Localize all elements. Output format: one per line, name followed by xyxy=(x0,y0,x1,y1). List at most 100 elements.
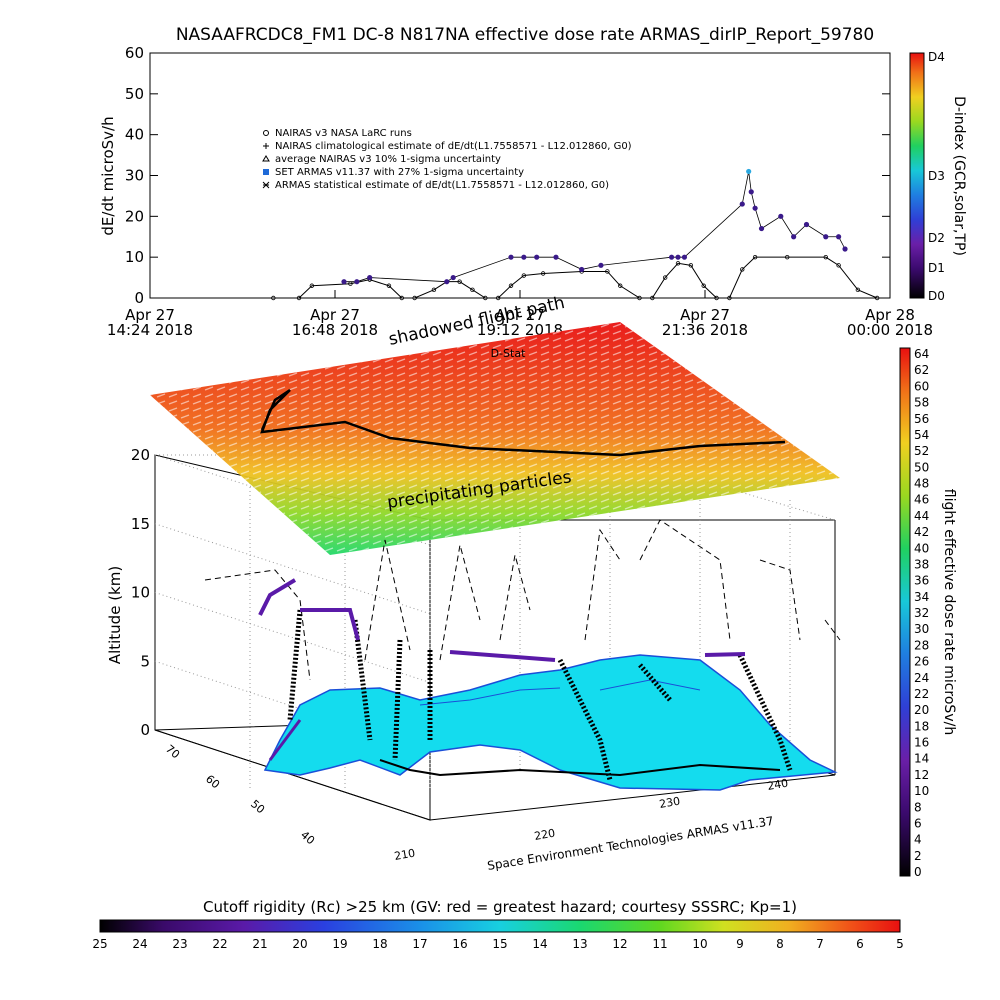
cutoff-tick-label: 15 xyxy=(492,937,507,951)
nairas-point xyxy=(605,269,610,274)
armas-point xyxy=(791,234,797,240)
y-tick-label: 30 xyxy=(125,167,144,185)
nairas-point xyxy=(874,295,880,301)
armas-point xyxy=(739,201,745,207)
dose-tick-label: 24 xyxy=(914,671,929,685)
nairas-point xyxy=(271,295,276,301)
legend-label: NAIRAS v3 NASA LaRC runs xyxy=(275,128,412,139)
map-landmass xyxy=(263,654,838,791)
x-tick-label-time: 16:48 2018 xyxy=(292,321,378,339)
nairas-point xyxy=(637,295,642,301)
x-tick-label-time: 14:24 2018 xyxy=(107,321,193,339)
armas-point xyxy=(450,274,456,281)
dose-tick-label: 6 xyxy=(914,816,922,830)
x-tick-label-date: Apr 27 xyxy=(495,306,545,324)
nairas-point xyxy=(650,295,655,301)
dose-tick-label: 60 xyxy=(914,379,929,393)
dose-tick-label: 30 xyxy=(914,622,929,636)
armas-point xyxy=(748,189,754,195)
nairas-point xyxy=(823,254,828,260)
armas-point xyxy=(367,274,373,281)
floor-x-tick-label: 60 xyxy=(203,772,222,791)
nairas-point xyxy=(740,267,745,272)
cutoff-tick-label: 16 xyxy=(452,937,467,951)
altitude-3d-plot: 0 5 10 15 20 Altitude (km) 70 60 50 40 210 220 230… xyxy=(106,293,841,873)
cutoff-tick-label: 18 xyxy=(372,937,387,951)
x-tick-label-date: Apr 28 xyxy=(865,306,915,324)
d-index-tick-label: D0 xyxy=(928,289,945,303)
dose-tick-label: 16 xyxy=(914,736,929,750)
y-tick-label: 60 xyxy=(125,44,144,62)
cutoff-tick-label: 23 xyxy=(172,937,187,951)
chart-title: NASAAFRCDC8_FM1 DC-8 N817NA effective do… xyxy=(176,25,874,45)
dose-tick-label: 44 xyxy=(914,509,929,523)
nairas-point xyxy=(508,283,514,288)
dose-colorbar-label: flight effective dose rate microSv/h xyxy=(941,489,957,735)
series-line-nairas xyxy=(273,256,878,299)
armas-point xyxy=(803,221,810,228)
armas-point xyxy=(668,254,675,260)
nairas-point xyxy=(785,254,790,260)
nairas-point xyxy=(662,275,668,280)
legend-label: average NAIRAS v3 10% 1-sigma uncertaint… xyxy=(275,154,501,165)
cutoff-tick-label: 9 xyxy=(736,937,744,951)
cutoff-tick-label: 20 xyxy=(292,937,307,951)
cutoff-colorbar-label: Cutoff rigidity (Rc) >25 km (GV: red = g… xyxy=(203,898,797,916)
cutoff-tick-label: 11 xyxy=(652,937,667,951)
nairas-point xyxy=(618,283,623,288)
dose-tick-label: 56 xyxy=(914,412,929,426)
nairas-point xyxy=(727,295,732,301)
nairas-point xyxy=(457,279,462,284)
dose-tick-label: 18 xyxy=(914,719,929,733)
altitude-axis-label: Altitude (km) xyxy=(106,566,124,664)
cutoff-tick-label: 6 xyxy=(856,937,864,951)
x-tick-label-time: 00:00 2018 xyxy=(847,321,933,339)
d-index-tick-label: D2 xyxy=(928,231,945,245)
floor-y-tick-label: 210 xyxy=(393,847,416,863)
cutoff-tick-label: 13 xyxy=(572,937,587,951)
nairas-point xyxy=(521,273,527,278)
projected-flight-track xyxy=(260,388,786,457)
dose-tick-label: 62 xyxy=(914,363,929,377)
y-tick-label: 40 xyxy=(125,126,144,144)
nairas-point xyxy=(386,283,392,288)
armas-point xyxy=(521,254,527,260)
cutoff-tick-label: 12 xyxy=(612,937,627,951)
cutoff-tick-label: 24 xyxy=(132,937,147,951)
dose-tick-label: 28 xyxy=(914,638,929,652)
x-tick-label-date: Apr 27 xyxy=(680,306,730,324)
cutoff-tick-label: 21 xyxy=(252,937,267,951)
cutoff-tick-label: 22 xyxy=(212,937,227,951)
y-tick-label: 10 xyxy=(125,248,144,266)
nairas-point xyxy=(483,295,488,301)
armas-point xyxy=(534,254,540,260)
legend-label: ARMAS statistical estimate of dE/dt(L1.7… xyxy=(275,180,609,191)
armas-point xyxy=(341,279,347,285)
y-tick-label: 50 xyxy=(125,85,144,103)
dose-tick-label: 8 xyxy=(914,800,922,814)
dose-tick-label: 10 xyxy=(914,784,929,798)
dose-tick-label: 54 xyxy=(914,428,929,442)
nairas-point xyxy=(688,263,694,268)
altitude-tick-label: 0 xyxy=(140,721,150,739)
armas-point xyxy=(508,254,514,260)
dose-tick-label: 32 xyxy=(914,606,929,620)
armas-point xyxy=(842,246,848,252)
dose-tick-label: 48 xyxy=(914,477,929,491)
nairas-point xyxy=(470,287,475,293)
dose-tick-label: 38 xyxy=(914,557,929,571)
credit-label: Space Environment Technologies ARMAS v11… xyxy=(486,814,774,873)
altitude-tick-label: 5 xyxy=(140,652,150,670)
floor-x-tick-label: 50 xyxy=(248,797,267,816)
cutoff-colorbar-gradient xyxy=(99,919,901,933)
dose-tick-label: 12 xyxy=(914,768,929,782)
flight-profiles xyxy=(204,519,841,681)
nairas-point xyxy=(412,295,417,301)
nairas-point xyxy=(714,295,719,301)
grid-line xyxy=(154,592,431,683)
dose-tick-label: 40 xyxy=(914,541,929,555)
armas-point xyxy=(444,279,450,285)
dose-tick-label: 2 xyxy=(914,849,922,863)
